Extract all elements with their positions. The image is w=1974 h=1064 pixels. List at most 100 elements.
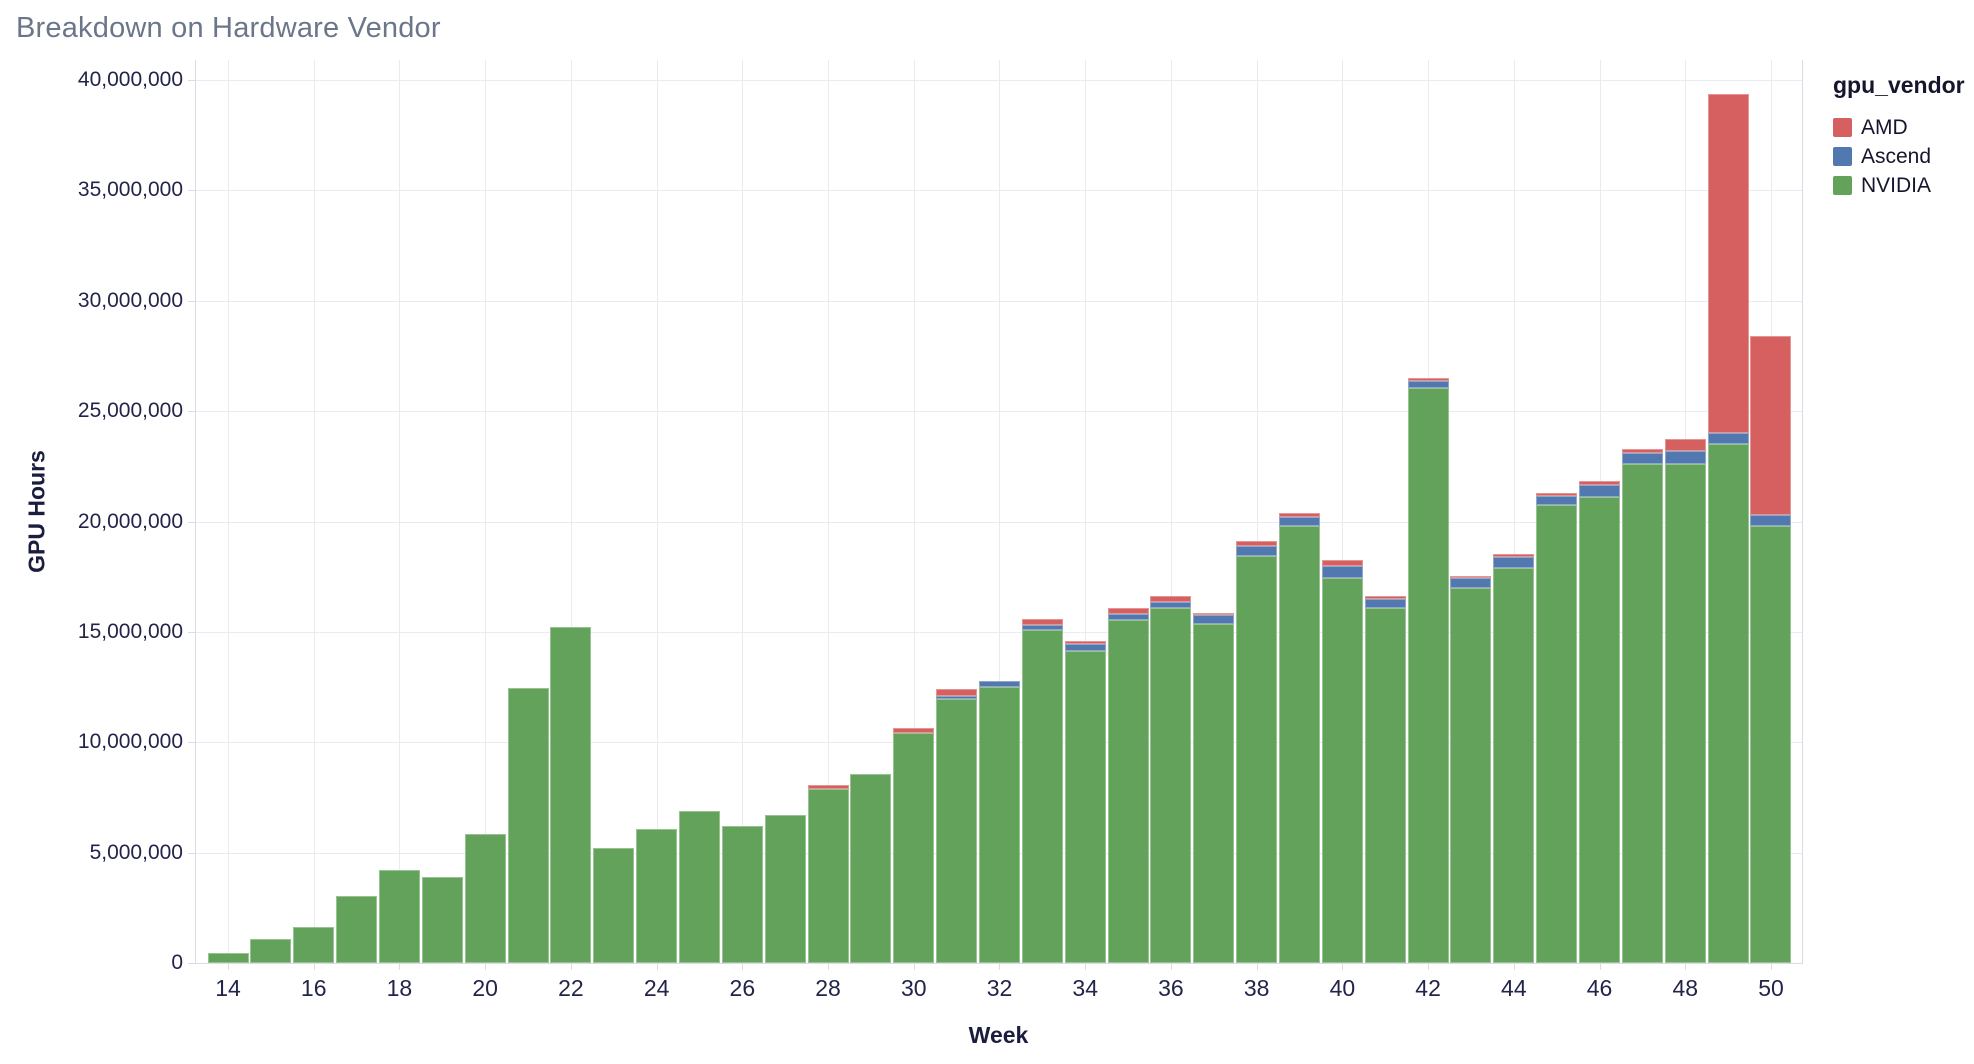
x-tick-label: 18 (386, 975, 413, 1001)
bar-week-36-amd[interactable] (1150, 595, 1192, 602)
bar-week-34-ascend[interactable] (1064, 644, 1106, 651)
bar-week-48-amd[interactable] (1664, 438, 1706, 451)
legend-item-amd[interactable]: AMD (1833, 113, 1973, 142)
bar-week-47-nvidia[interactable] (1621, 464, 1663, 963)
x-tick-label: 26 (729, 975, 756, 1001)
bar-week-38-nvidia[interactable] (1236, 555, 1278, 963)
y-tick-label: 30,000,000 (77, 288, 183, 312)
bar-week-32-ascend[interactable] (978, 681, 1020, 688)
bar-week-36-nvidia[interactable] (1150, 607, 1192, 963)
legend-item-ascend[interactable]: Ascend (1833, 142, 1973, 171)
bar-week-30-amd[interactable] (893, 727, 935, 734)
bar-week-21-nvidia[interactable] (507, 688, 549, 963)
bar-week-43-ascend[interactable] (1450, 577, 1492, 588)
x-tick-label: 34 (1072, 975, 1099, 1001)
x-tick-mark (313, 963, 315, 970)
bar-week-31-amd[interactable] (936, 689, 978, 696)
x-gridline (1170, 60, 1172, 963)
bar-week-24-nvidia[interactable] (636, 829, 678, 963)
bar-week-27-nvidia[interactable] (764, 815, 806, 963)
legend-item-nvidia[interactable]: NVIDIA (1833, 171, 1973, 200)
y-gridline (195, 80, 1802, 81)
bar-week-46-ascend[interactable] (1579, 485, 1621, 498)
x-tick-mark (1170, 963, 1172, 970)
amd-swatch-icon (1833, 118, 1852, 137)
bar-week-50-nvidia[interactable] (1750, 525, 1792, 963)
bar-week-39-nvidia[interactable] (1279, 525, 1321, 963)
bar-week-48-nvidia[interactable] (1664, 464, 1706, 963)
x-tick-mark (1513, 963, 1515, 970)
bar-week-20-nvidia[interactable] (464, 833, 506, 963)
bar-week-28-amd[interactable] (807, 785, 849, 789)
bar-week-43-nvidia[interactable] (1450, 587, 1492, 963)
bar-week-35-ascend[interactable] (1107, 613, 1149, 620)
bar-week-40-amd[interactable] (1321, 559, 1363, 566)
bar-week-17-nvidia[interactable] (336, 895, 378, 963)
bar-week-19-nvidia[interactable] (421, 876, 463, 963)
bar-week-49-amd[interactable] (1707, 94, 1749, 434)
bar-week-40-ascend[interactable] (1321, 565, 1363, 578)
bar-week-43-amd[interactable] (1450, 575, 1492, 578)
bar-week-33-nvidia[interactable] (1021, 629, 1063, 963)
bar-week-47-ascend[interactable] (1621, 453, 1663, 465)
x-tick-label: 32 (986, 975, 1013, 1001)
bar-week-25-nvidia[interactable] (678, 810, 720, 963)
bar-week-35-nvidia[interactable] (1107, 619, 1149, 963)
bar-week-15-nvidia[interactable] (250, 938, 292, 963)
bar-week-39-amd[interactable] (1279, 513, 1321, 517)
bar-week-46-nvidia[interactable] (1579, 497, 1621, 963)
bar-week-34-nvidia[interactable] (1064, 650, 1106, 963)
bar-week-35-amd[interactable] (1107, 608, 1149, 614)
bar-week-31-ascend[interactable] (936, 695, 978, 700)
bar-week-34-amd[interactable] (1064, 641, 1106, 644)
legend-label: NVIDIA (1861, 173, 1932, 197)
bar-week-38-amd[interactable] (1236, 541, 1278, 546)
bar-week-45-ascend[interactable] (1536, 496, 1578, 505)
bar-week-50-ascend[interactable] (1750, 514, 1792, 526)
bar-week-49-ascend[interactable] (1707, 433, 1749, 445)
bar-week-40-nvidia[interactable] (1321, 577, 1363, 963)
bar-week-37-amd[interactable] (1193, 612, 1235, 616)
bar-week-18-nvidia[interactable] (378, 870, 420, 963)
bar-week-42-amd[interactable] (1407, 378, 1449, 382)
bar-week-49-nvidia[interactable] (1707, 444, 1749, 963)
bar-week-41-amd[interactable] (1364, 595, 1406, 599)
bar-week-29-nvidia[interactable] (850, 774, 892, 963)
bar-week-33-amd[interactable] (1021, 618, 1063, 626)
bar-week-14-nvidia[interactable] (207, 953, 249, 963)
bar-week-33-ascend[interactable] (1021, 625, 1063, 630)
plot-right-edge (1802, 60, 1803, 963)
bar-week-44-ascend[interactable] (1493, 556, 1535, 568)
bar-week-42-nvidia[interactable] (1407, 387, 1449, 963)
bar-week-22-nvidia[interactable] (550, 627, 592, 963)
bar-week-41-ascend[interactable] (1364, 598, 1406, 608)
bar-week-26-nvidia[interactable] (721, 826, 763, 963)
bar-week-44-amd[interactable] (1493, 553, 1535, 557)
bar-week-30-nvidia[interactable] (893, 733, 935, 963)
bar-week-36-ascend[interactable] (1150, 601, 1192, 608)
x-tick-label: 20 (472, 975, 498, 1001)
bar-week-39-ascend[interactable] (1279, 516, 1321, 526)
bar-week-50-amd[interactable] (1750, 336, 1792, 515)
y-tick-mark (188, 631, 195, 633)
y-tick-label: 25,000,000 (77, 399, 183, 423)
bar-week-38-ascend[interactable] (1236, 545, 1278, 556)
bar-week-32-nvidia[interactable] (978, 687, 1020, 963)
bar-week-37-ascend[interactable] (1193, 615, 1235, 625)
bar-week-23-nvidia[interactable] (593, 848, 635, 963)
bar-week-16-nvidia[interactable] (293, 926, 335, 963)
bar-week-45-nvidia[interactable] (1536, 504, 1578, 963)
bar-week-45-amd[interactable] (1536, 492, 1578, 497)
bar-week-37-nvidia[interactable] (1193, 624, 1235, 963)
x-tick-mark (742, 963, 744, 970)
bar-week-42-ascend[interactable] (1407, 381, 1449, 388)
bar-week-46-amd[interactable] (1579, 480, 1621, 486)
bar-week-47-amd[interactable] (1621, 448, 1663, 454)
bar-week-41-nvidia[interactable] (1364, 607, 1406, 963)
bar-week-28-nvidia[interactable] (807, 788, 849, 963)
bar-week-31-nvidia[interactable] (936, 699, 978, 963)
bar-week-44-nvidia[interactable] (1493, 567, 1535, 963)
bar-week-48-ascend[interactable] (1664, 450, 1706, 465)
y-tick-label: 15,000,000 (77, 619, 183, 643)
